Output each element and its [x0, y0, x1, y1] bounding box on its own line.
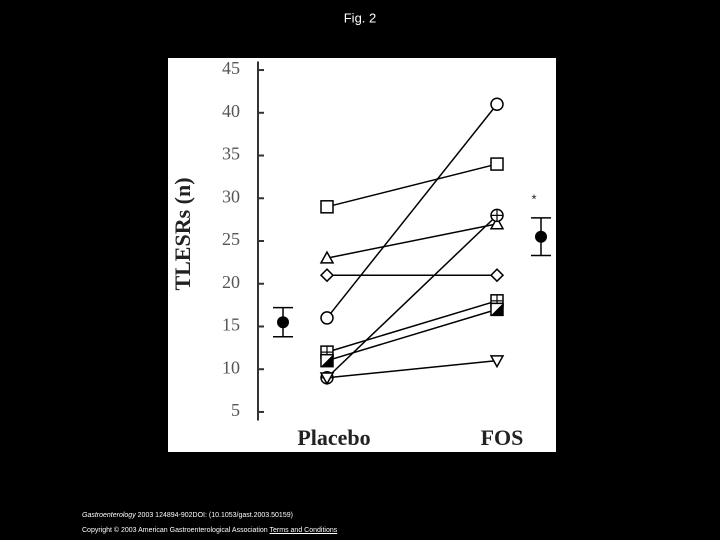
y-tick-label: 15: [222, 315, 240, 335]
subject-line: [326, 163, 498, 208]
marker-shape: [319, 268, 335, 283]
marker: [490, 157, 504, 171]
subject-line: [326, 214, 498, 379]
citation-text: 2003 124894-902DOI: (10.1053/gast.2003.5…: [137, 512, 293, 519]
significance-mark: *: [531, 191, 536, 206]
marker-shape: [489, 216, 505, 230]
marker: [489, 268, 505, 283]
marker: [489, 216, 505, 230]
y-tick-label: 10: [222, 357, 240, 377]
marker-shape: [319, 250, 335, 264]
marker-shape: [490, 97, 504, 111]
subject-line: [326, 103, 498, 319]
marker: [320, 200, 334, 214]
x-tick-label: FOS: [481, 425, 524, 450]
y-tick-label: 20: [222, 272, 240, 292]
y-tick-label: 45: [222, 58, 240, 78]
marker: [490, 302, 504, 317]
marker-shape: [319, 372, 335, 386]
marker: [490, 97, 504, 111]
marker-shape: [489, 268, 505, 283]
terms-link[interactable]: Terms and Conditions: [269, 527, 338, 534]
marker: [319, 268, 335, 283]
marker: [490, 208, 504, 223]
marker: [320, 353, 334, 368]
marker: [319, 372, 335, 386]
y-tick-label: 25: [222, 229, 240, 249]
marker-shape: [320, 200, 334, 214]
subject-line: [326, 300, 498, 353]
mean-dot: [535, 230, 547, 243]
marker-fill: [491, 303, 503, 316]
x-tick-label: Placebo: [297, 425, 370, 450]
chart: Fig. 2 TLESRs (n) * 5 10 15 20 25 30 35 40 45 Pla…: [168, 10, 556, 452]
y-tick-label: 5: [231, 400, 240, 420]
figure-panel: [168, 58, 556, 452]
marker-shape: [490, 157, 504, 171]
mean-dot: [277, 316, 289, 329]
citation: Gastroenterology 2003 124894-902DOI: (10…: [82, 512, 293, 519]
marker-shape: [320, 311, 334, 325]
copyright: Copyright © 2003 American Gastroenterolo…: [82, 527, 268, 534]
y-tick-label: 40: [222, 101, 240, 121]
y-axis-label: TLESRs (n): [170, 177, 195, 290]
subject-line: [326, 308, 498, 362]
marker-fill: [321, 354, 333, 367]
slide-title: Fig. 2: [344, 10, 377, 25]
marker: [319, 250, 335, 264]
journal: Gastroenterology: [82, 512, 136, 519]
marker: [320, 311, 334, 325]
y-tick-label: 30: [222, 186, 240, 206]
marker: [489, 355, 505, 369]
marker-shape: [489, 355, 505, 369]
copyright-line: Copyright © 2003 American Gastroenterolo…: [82, 527, 337, 534]
subject-line: [326, 223, 498, 259]
subject-line: [326, 359, 498, 379]
y-tick-label: 35: [222, 144, 240, 164]
